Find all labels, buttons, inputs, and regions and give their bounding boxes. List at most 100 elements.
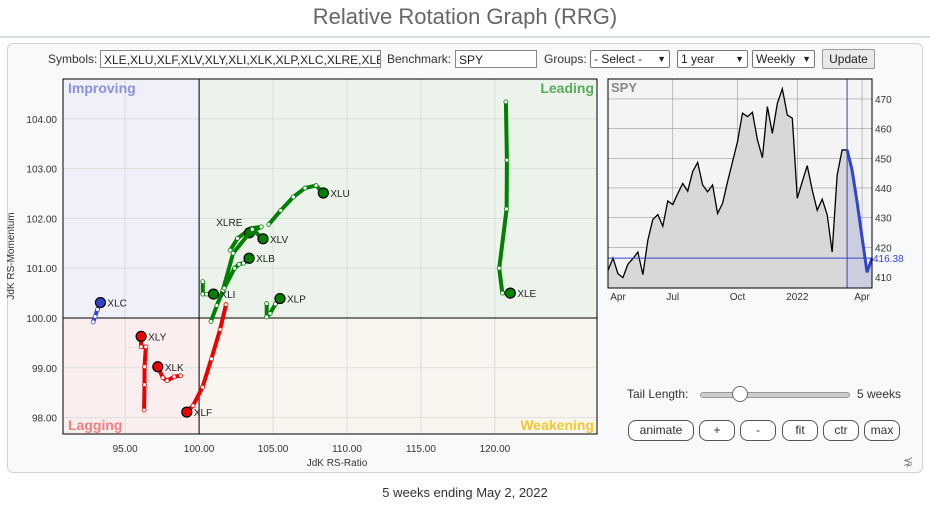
slider-thumb[interactable]: [732, 386, 749, 402]
y-tick-label: 103.00: [26, 165, 57, 176]
quadrant-improving: [63, 79, 200, 318]
tail-point: [264, 314, 270, 320]
chevron-down-icon: ▼: [802, 54, 811, 64]
head-XLE: [504, 287, 516, 299]
tail-point: [496, 265, 502, 271]
groups-label: Groups:: [544, 52, 587, 66]
spy-x-tick-label: Apr: [854, 292, 870, 303]
chevron-down-icon: ▼: [735, 54, 744, 64]
head-XLP: [274, 292, 286, 305]
tail-point: [223, 302, 229, 307]
y-tick-label: 101.00: [26, 264, 57, 275]
symbol-label: XLV: [270, 235, 288, 246]
tail-point: [503, 99, 509, 105]
period-select[interactable]: 1 year ▼: [677, 50, 748, 68]
tail-point: [178, 373, 183, 379]
symbols-input[interactable]: XLE,XLU,XLF,XLV,XLY,XLI,XLK,XLP,XLC,XLRE…: [100, 50, 381, 68]
benchmark-label: Benchmark:: [387, 52, 452, 66]
tail-point: [138, 344, 144, 350]
tail-point: [267, 311, 273, 316]
tail-point: [214, 303, 220, 308]
plot-border: [62, 78, 598, 435]
footer-caption: 5 weeks ending May 2, 2022: [382, 485, 548, 500]
max-button[interactable]: max: [864, 420, 900, 441]
tail-point: [235, 235, 240, 241]
y-tick-label: 99.00: [32, 364, 57, 375]
benchmark-input[interactable]: SPY: [455, 50, 537, 68]
tail-point: [273, 301, 278, 307]
quadrant-label-leading: Leading: [540, 80, 594, 96]
tail-point: [290, 194, 296, 200]
spy-y-tick-label: 450: [875, 154, 892, 165]
tail-point: [90, 319, 96, 325]
frequency-select[interactable]: Weekly ▼: [752, 50, 815, 68]
groups-value: - Select -: [594, 52, 643, 66]
spy-x-tick-label: 2022: [786, 292, 809, 303]
tail-point: [142, 382, 147, 388]
y-axis-label: JdK RS-Momentum: [6, 212, 17, 299]
tail-point: [171, 374, 177, 380]
zoom-out-button[interactable]: -: [740, 420, 776, 441]
head-XLK: [152, 361, 164, 373]
center-button[interactable]: ctr: [823, 420, 859, 441]
quadrant-leading: [199, 79, 598, 318]
y-tick-label: 98.00: [32, 414, 57, 425]
period-value: 1 year: [681, 52, 715, 66]
symbol-label: XLE: [517, 289, 536, 300]
spy-highlight-line: [845, 149, 874, 273]
tail-point: [236, 261, 242, 267]
tail-point: [258, 224, 264, 230]
tail-point: [95, 307, 100, 312]
tail-length-slider[interactable]: [700, 386, 850, 402]
tail-point: [504, 206, 510, 212]
symbol-label: XLRE: [216, 218, 242, 229]
quadrant-label-lagging: Lagging: [68, 417, 122, 433]
zoom-in-button[interactable]: +: [699, 420, 735, 441]
tail-point: [504, 157, 510, 163]
tail-point: [160, 375, 166, 381]
tail-length-label: Tail Length:: [627, 387, 689, 401]
spy-y-tick-label: 440: [875, 184, 892, 195]
spy-y-tick-label: 420: [875, 243, 892, 254]
spy-area: [608, 88, 872, 288]
animate-button[interactable]: animate: [628, 420, 694, 441]
tail-point: [264, 301, 270, 306]
tail-point: [141, 407, 147, 413]
x-tick-label: 95.00: [113, 444, 138, 455]
y-tick-label: 100.00: [26, 314, 57, 325]
tail-point: [313, 183, 319, 188]
tail-point: [227, 247, 233, 253]
resize-handle-icon[interactable]: ⋨: [903, 454, 914, 468]
groups-select[interactable]: - Select - ▼: [590, 50, 670, 68]
tail-point: [190, 403, 196, 409]
symbol-label: XLP: [287, 295, 306, 306]
symbol-label: XLU: [330, 189, 349, 200]
spy-y-tick-label: 470: [875, 95, 892, 106]
symbol-label: XLI: [220, 290, 235, 301]
chevron-down-icon: ▼: [657, 54, 666, 64]
spy-x-tick-label: Jul: [666, 292, 679, 303]
head-XLV: [257, 233, 269, 245]
tail-point: [208, 319, 214, 324]
fit-button[interactable]: fit: [782, 420, 818, 441]
tail-point: [92, 314, 98, 319]
tail-point: [208, 356, 214, 362]
symbols-label: Symbols:: [48, 52, 98, 66]
update-button[interactable]: Update: [822, 49, 875, 69]
head-XLB: [243, 252, 255, 264]
head-XLF: [181, 406, 193, 418]
tail-point: [499, 290, 505, 296]
tail-length-value: 5 weeks: [857, 387, 902, 401]
spy-line: [607, 86, 873, 279]
tail-point: [230, 250, 236, 256]
head-XLU: [317, 187, 329, 199]
tail-point: [142, 364, 147, 370]
tail-point: [143, 344, 149, 350]
quadrant-weakening: [199, 317, 598, 434]
spy-last-value: 416.38: [873, 254, 904, 265]
spy-x-tick-label: Oct: [730, 292, 746, 303]
quadrant-label-weakening: Weakening: [520, 417, 594, 433]
symbol-label: XLK: [165, 363, 184, 374]
x-tick-label: 120.00: [480, 444, 511, 455]
